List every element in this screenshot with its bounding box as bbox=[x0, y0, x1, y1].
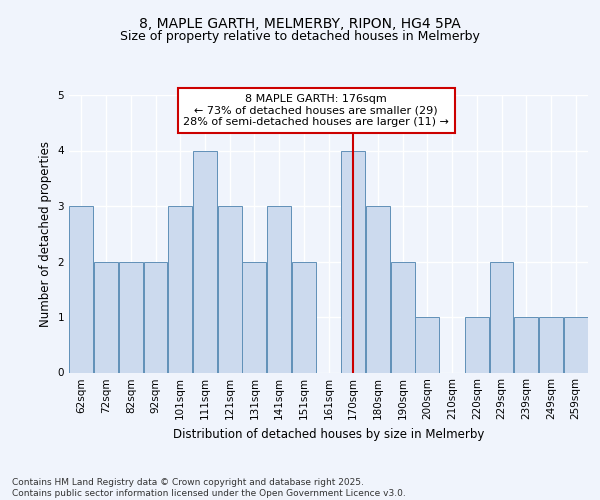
X-axis label: Distribution of detached houses by size in Melmerby: Distribution of detached houses by size … bbox=[173, 428, 484, 441]
Bar bbox=[341, 150, 365, 372]
Bar bbox=[94, 262, 118, 372]
Bar bbox=[563, 317, 587, 372]
Bar bbox=[539, 317, 563, 372]
Bar bbox=[168, 206, 192, 372]
Bar bbox=[193, 150, 217, 372]
Bar bbox=[267, 206, 291, 372]
Bar bbox=[292, 262, 316, 372]
Bar bbox=[366, 206, 390, 372]
Bar bbox=[415, 317, 439, 372]
Bar bbox=[119, 262, 143, 372]
Bar bbox=[391, 262, 415, 372]
Bar bbox=[465, 317, 489, 372]
Bar bbox=[143, 262, 167, 372]
Bar bbox=[514, 317, 538, 372]
Text: 8, MAPLE GARTH, MELMERBY, RIPON, HG4 5PA: 8, MAPLE GARTH, MELMERBY, RIPON, HG4 5PA bbox=[139, 18, 461, 32]
Text: 8 MAPLE GARTH: 176sqm
← 73% of detached houses are smaller (29)
28% of semi-deta: 8 MAPLE GARTH: 176sqm ← 73% of detached … bbox=[183, 94, 449, 127]
Bar bbox=[218, 206, 242, 372]
Text: Contains HM Land Registry data © Crown copyright and database right 2025.
Contai: Contains HM Land Registry data © Crown c… bbox=[12, 478, 406, 498]
Text: Size of property relative to detached houses in Melmerby: Size of property relative to detached ho… bbox=[120, 30, 480, 43]
Y-axis label: Number of detached properties: Number of detached properties bbox=[39, 141, 52, 327]
Bar bbox=[242, 262, 266, 372]
Bar bbox=[70, 206, 94, 372]
Bar bbox=[490, 262, 514, 372]
